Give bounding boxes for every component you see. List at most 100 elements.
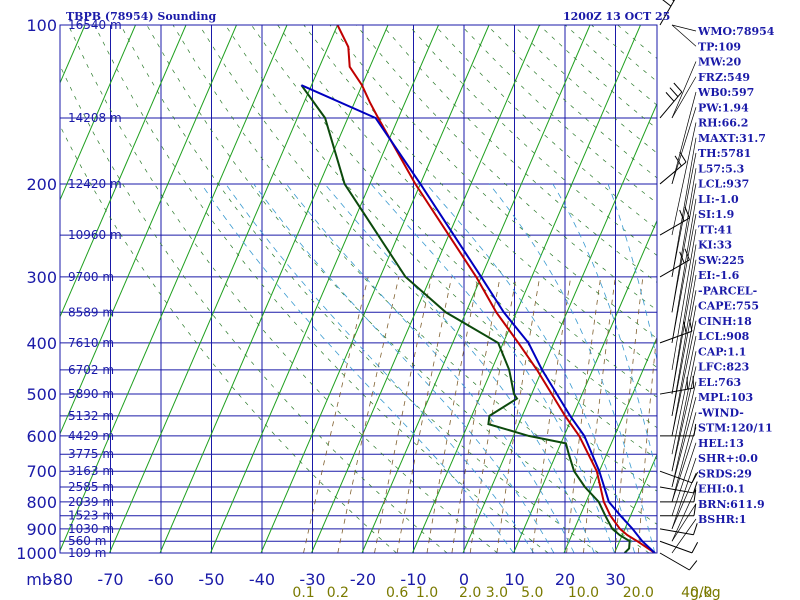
index-item: MPL:103 — [698, 391, 753, 404]
index-leader — [671, 229, 697, 370]
index-leader — [671, 320, 697, 436]
dry-adiabat — [329, 25, 657, 339]
mixing-ratio-line — [531, 276, 572, 553]
dry-adiabat — [408, 25, 657, 256]
moist-adiabat — [607, 183, 657, 362]
height-label: 12420 m — [68, 177, 122, 191]
index-leader — [671, 244, 697, 395]
isotherm — [60, 25, 136, 202]
index-item: LCL:937 — [698, 178, 749, 191]
temperature-tick-label: 10 — [504, 570, 524, 589]
index-item: TP:109 — [698, 40, 741, 53]
wind-barb-feather — [683, 321, 687, 334]
isotherm — [563, 336, 657, 553]
index-leader — [671, 213, 697, 343]
height-label: 3775 m — [68, 447, 114, 461]
index-item: CAP:1.1 — [698, 345, 746, 358]
series-line-2 — [300, 84, 656, 553]
index-item: LI:-1.0 — [698, 193, 739, 206]
wind-barb-feather — [679, 151, 687, 163]
index-leader — [671, 122, 697, 236]
series-line-1 — [300, 84, 631, 553]
index-item: PW:1.94 — [698, 101, 749, 114]
index-item: SW:225 — [698, 254, 745, 267]
mixing-ratio-line — [583, 276, 616, 553]
wind-barb-feather — [684, 248, 690, 261]
dry-adiabat — [60, 124, 397, 553]
index-leader — [671, 473, 697, 529]
index-item: RH:66.2 — [698, 117, 748, 130]
isotherm — [513, 219, 657, 553]
index-leader — [671, 518, 697, 554]
index-leader — [671, 61, 697, 119]
index-leader — [671, 91, 697, 185]
mixing-ratio-label: 1.0 — [416, 585, 438, 600]
temperature-tick-label: -50 — [198, 570, 224, 589]
wind-barb-staff — [659, 470, 693, 484]
chart-title: TBPB (78954) Sounding — [66, 10, 217, 23]
index-leader — [671, 137, 697, 277]
profile-series — [300, 25, 656, 553]
index-item: STM:120/11 — [698, 422, 773, 435]
height-label: 4429 m — [68, 429, 114, 443]
index-item: -PARCEL- — [698, 284, 757, 297]
index-item: L57:5.3 — [698, 162, 744, 175]
pressure-unit-label: mb — [26, 570, 52, 589]
height-label: 5132 m — [68, 409, 114, 423]
isotherm — [311, 25, 540, 553]
index-leader — [671, 396, 697, 488]
index-item: LFC:823 — [698, 361, 749, 374]
isotherm — [260, 25, 490, 553]
height-label: 6702 m — [68, 363, 114, 377]
index-item: WB0:597 — [697, 86, 754, 99]
moist-adiabat — [324, 183, 595, 553]
index-item: EL:763 — [698, 376, 741, 389]
index-leader — [671, 24, 697, 32]
temperature-tick-label: -60 — [148, 570, 174, 589]
mixing-ratio-line — [614, 276, 644, 553]
index-leader — [671, 107, 697, 185]
index-leader — [671, 488, 697, 542]
mixing-ratio-line — [337, 276, 400, 553]
pressure-tick-label: 900 — [26, 520, 57, 539]
dry-adiabat — [60, 64, 448, 553]
mixing-ratio-line — [637, 328, 657, 553]
dry-adiabat — [172, 25, 657, 525]
mixing-ratio-label: 0.2 — [327, 585, 349, 600]
index-leader — [671, 290, 697, 416]
mixing-ratio-label: 5.0 — [521, 585, 543, 600]
mixing-ratio-label: 2.0 — [459, 585, 481, 600]
pressure-tick-label: 400 — [26, 334, 57, 353]
wind-barb-feather — [693, 503, 697, 516]
chart-time: 1200Z 13 OCT 25 — [563, 10, 670, 23]
height-label: 10960 m — [68, 228, 122, 242]
index-leader — [671, 152, 697, 277]
index-leader — [671, 503, 697, 542]
index-item: MW:20 — [698, 56, 741, 69]
height-label: 7610 m — [68, 336, 114, 350]
wind-barb-feather — [684, 206, 690, 219]
isotherm — [60, 25, 237, 435]
index-item: SHR+:0.0 — [698, 452, 758, 465]
index-item: TH:5781 — [698, 147, 751, 160]
wind-barb-feather — [662, 0, 672, 7]
wind-barbs — [659, 0, 699, 571]
height-label: 14208 m — [68, 111, 122, 125]
index-item: MAXT:31.7 — [698, 132, 766, 145]
index-item: LCL:908 — [698, 330, 750, 343]
isotherm — [462, 102, 657, 553]
wind-barb-feather — [693, 481, 698, 494]
index-leader — [671, 274, 697, 416]
dry-adiabat — [251, 25, 657, 429]
pressure-tick-label: 100 — [26, 16, 57, 35]
index-leader — [671, 351, 697, 472]
isotherm — [361, 25, 591, 553]
index-item: WMO:78954 — [697, 25, 775, 38]
index-leader — [671, 442, 697, 516]
mixing-ratio-line — [374, 276, 432, 553]
mixing-ratio-label: 20.0 — [623, 585, 654, 600]
height-label: 1523 m — [68, 509, 114, 523]
isotherm — [412, 25, 641, 553]
